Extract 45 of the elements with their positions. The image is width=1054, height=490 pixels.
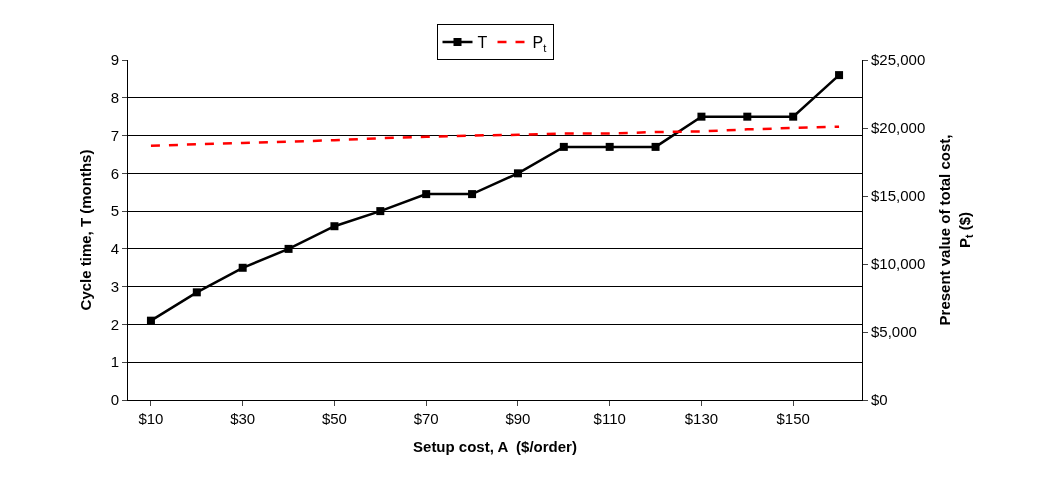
point <box>605 142 614 151</box>
line-series <box>149 125 841 147</box>
y2-tick-label: $15,000 <box>871 187 926 205</box>
point <box>284 244 293 253</box>
y2-tick-label: $25,000 <box>871 51 926 69</box>
y2-tick-label: $0 <box>871 391 888 409</box>
point <box>192 288 201 297</box>
legend-label: P$_{t}$ <box>532 34 548 54</box>
y-axis-title: Cycle time, T (months) <box>76 149 94 311</box>
y-tick-label: 9 <box>110 51 119 69</box>
y-tick-label: 1 <box>110 353 119 371</box>
y-tick-label: 2 <box>110 315 119 333</box>
y-tick-label: 8 <box>110 89 119 107</box>
point <box>559 142 568 151</box>
point <box>330 222 339 231</box>
x-tick-label: $130 <box>684 410 719 427</box>
y-tick-label: 7 <box>110 126 119 144</box>
point <box>789 112 798 121</box>
y-tick-label: 6 <box>110 164 119 182</box>
x-tick-label: $90 <box>505 410 531 427</box>
y2-tick-label: $5,000 <box>871 323 917 341</box>
legend-label: T <box>477 34 488 52</box>
x-tick-label: $50 <box>321 410 347 427</box>
point <box>651 142 660 151</box>
point <box>835 71 844 80</box>
point <box>743 112 752 121</box>
x-tick-label: $30 <box>230 410 256 427</box>
x-tick-label: $70 <box>413 410 439 427</box>
x-tick-label: $10 <box>138 410 164 427</box>
y-tick-label: 5 <box>110 202 119 220</box>
point <box>238 263 247 272</box>
y2-tick-label: $20,000 <box>871 119 926 137</box>
point <box>146 316 155 325</box>
point <box>697 112 706 121</box>
x-tick-label: $110 <box>593 410 626 427</box>
y-tick-label: 0 <box>110 391 119 409</box>
x-axis-title: Setup cost, A ($/order) <box>413 438 577 455</box>
point <box>468 190 477 199</box>
y-tick-label: 4 <box>110 240 119 258</box>
point <box>513 169 522 178</box>
y2-tick-label: $10,000 <box>871 255 926 273</box>
x-tick-label: $150 <box>776 410 810 427</box>
y-tick-label: 3 <box>110 277 119 295</box>
point <box>422 190 431 199</box>
point <box>376 207 385 216</box>
